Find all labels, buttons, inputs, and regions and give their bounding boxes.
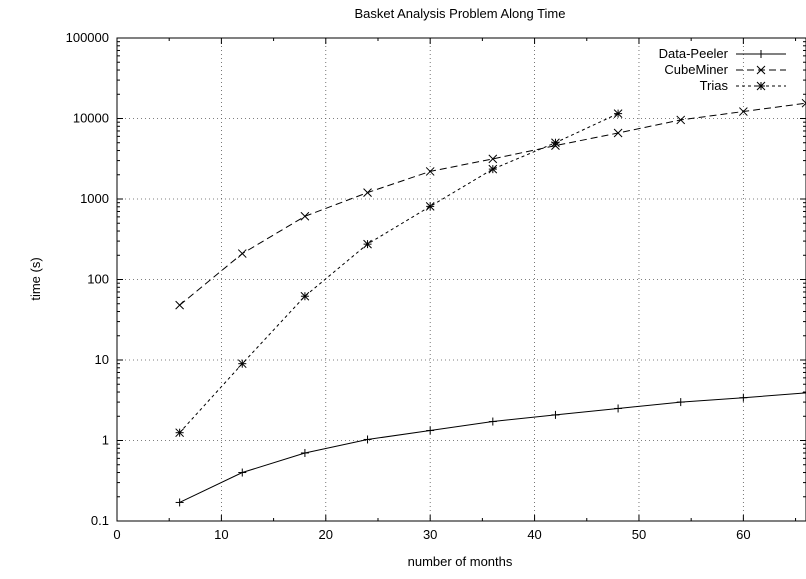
grid-lines	[117, 38, 806, 521]
x-tick-label: 40	[527, 527, 541, 542]
data-point-cubeminer	[175, 300, 184, 310]
x-tick-label: 10	[214, 527, 228, 542]
data-point-cubeminer	[300, 211, 310, 221]
data-point-trias	[613, 109, 623, 118]
legend-label-cubeminer: CubeMiner	[664, 62, 728, 77]
legend-marker-cubeminer	[756, 65, 766, 75]
axis-ticks: 0 10 20 30 40 50 60 0.1 1 10 100 1000 10000 100000	[66, 30, 806, 542]
series-line-cubeminer	[179, 102, 806, 306]
y-tick-label: 1000	[80, 191, 109, 206]
data-point-data-peeler	[802, 388, 806, 397]
data-point-cubeminer	[363, 188, 372, 197]
data-point-data-peeler	[551, 410, 560, 419]
data-point-cubeminer	[676, 115, 686, 125]
data-point-data-peeler	[175, 498, 184, 507]
data-point-data-peeler	[300, 448, 309, 457]
x-tick-label: 20	[319, 527, 333, 542]
data-point-cubeminer	[801, 98, 806, 108]
x-tick-label: 60	[736, 527, 750, 542]
series-lines	[175, 98, 806, 507]
x-axis-label: number of months	[408, 554, 513, 569]
data-point-trias	[551, 138, 560, 148]
legend-marker-data-peeler	[757, 50, 765, 58]
y-tick-label: 1	[102, 433, 109, 448]
y-axis-label: time (s)	[28, 257, 43, 300]
data-point-trias	[425, 202, 435, 211]
data-point-data-peeler	[363, 435, 372, 444]
y-tick-label: 100	[87, 272, 109, 287]
x-tick-label: 50	[632, 527, 646, 542]
x-tick-label: 0	[113, 527, 120, 542]
data-point-cubeminer	[488, 154, 498, 164]
data-point-trias	[488, 164, 498, 174]
data-point-cubeminer	[237, 249, 247, 258]
data-point-trias	[175, 428, 184, 438]
data-point-trias	[363, 239, 372, 249]
data-point-data-peeler	[614, 404, 623, 413]
legend-marker-trias	[756, 81, 766, 91]
data-point-cubeminer	[739, 107, 748, 116]
y-tick-label: 100000	[66, 30, 109, 45]
y-tick-label: 10000	[73, 111, 109, 126]
data-point-data-peeler	[488, 417, 497, 426]
x-tick-label: 30	[423, 527, 437, 542]
data-point-trias	[300, 291, 310, 301]
series-line-trias	[179, 113, 619, 434]
data-point-data-peeler	[238, 468, 247, 477]
data-point-data-peeler	[739, 393, 748, 402]
legend-label-trias: Trias	[700, 78, 729, 93]
data-point-cubeminer	[425, 167, 435, 176]
y-tick-label: 10	[95, 352, 109, 367]
legend-label-data-peeler: Data-Peeler	[659, 46, 729, 61]
data-point-data-peeler	[426, 426, 435, 435]
chart-title: Basket Analysis Problem Along Time	[355, 6, 566, 21]
data-point-trias	[237, 359, 247, 369]
data-point-data-peeler	[676, 398, 685, 407]
y-tick-label: 0.1	[91, 513, 109, 528]
data-point-cubeminer	[613, 128, 623, 138]
